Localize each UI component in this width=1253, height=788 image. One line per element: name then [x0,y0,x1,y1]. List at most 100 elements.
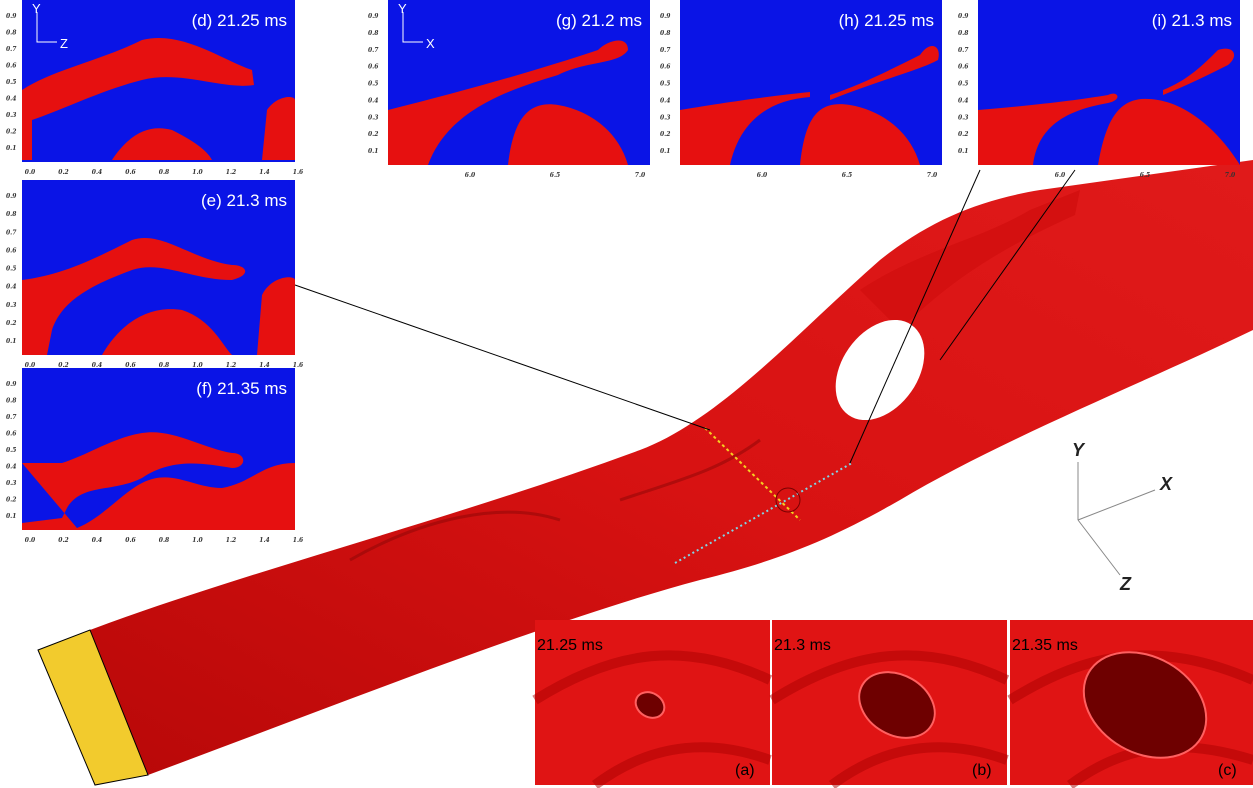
y-tick-label: 0.2 [368,131,378,138]
y-tick-label: 0.2 [958,131,968,138]
y-tick-label: 0.1 [958,148,968,155]
y-tick-label: 0.8 [368,30,379,37]
inset-tag: (a) [735,762,755,779]
y-tick-label: 0.8 [6,30,17,37]
axis-indicator-up: Y [32,1,41,16]
x-tick-label: 7.0 [927,172,938,179]
y-tick-label: 0.2 [6,320,16,327]
panel-label: (e) 21.3 ms [201,191,287,210]
y-tick-label: 0.9 [6,193,17,200]
x-tick-label: 0.2 [58,169,68,176]
panel-label: (h) 21.25 ms [839,11,934,30]
x-tick-label: 0.8 [159,537,170,544]
y-tick-label: 0.6 [6,431,17,438]
y-tick-label: 0.7 [6,229,17,236]
y-tick-label: 0.1 [660,148,670,155]
y-tick-label: 0.9 [660,13,671,20]
axis-indicator-right: X [426,36,435,51]
x-tick-label: 0.2 [58,362,68,369]
x-tick-label: 1.4 [259,537,269,544]
x-tick-label: 0.2 [58,537,68,544]
y-tick-label: 0.7 [6,414,17,421]
inset-time: 21.25 ms [537,637,603,654]
y-tick-label: 0.5 [6,79,16,86]
y-tick-label: 0.3 [368,114,378,121]
x-tick-label: 1.0 [192,537,203,544]
inset-time: 21.3 ms [774,637,831,654]
y-tick-label: 0.4 [660,97,670,104]
y-tick-label: 0.8 [6,398,17,405]
x-tick-label: 0.8 [159,362,170,369]
x-tick-label: 1.6 [293,537,304,544]
y-tick-label: 0.8 [660,30,671,37]
y-tick-label: 0.5 [958,81,968,88]
x-tick-label: 7.0 [1225,172,1236,179]
x-tick-label: 1.4 [259,362,269,369]
x-tick-label: 6.5 [550,172,560,179]
y-tick-label: 0.1 [368,148,378,155]
x-tick-label: 0.6 [125,362,136,369]
panel-label: (i) 21.3 ms [1152,11,1232,30]
axis-label-z: Z [1119,574,1132,594]
x-tick-label: 1.2 [226,169,236,176]
figure: Y X Z (d) 21.25 ms 0.9 0.8 0.7 0.6 0.5 0.4 0.3 0… [0,0,1253,788]
y-tick-label: 0.4 [368,97,378,104]
y-tick-label: 0.1 [6,145,16,152]
x-tick-label: 6.5 [842,172,852,179]
y-tick-label: 0.1 [6,338,16,345]
y-tick-label: 0.5 [6,266,16,273]
y-tick-label: 0.3 [660,114,670,121]
y-tick-label: 0.4 [958,97,968,104]
x-tick-label: 1.0 [192,169,203,176]
x-tick-label: 6.0 [465,172,476,179]
y-tick-label: 0.7 [368,47,379,54]
x-tick-label: 1.6 [293,169,304,176]
y-tick-label: 0.9 [6,13,17,20]
x-tick-label: 7.0 [635,172,646,179]
x-tick-label: 1.6 [293,362,304,369]
x-tick-label: 0.4 [92,362,102,369]
panel-label: (d) 21.25 ms [192,11,287,30]
y-tick-label: 0.1 [6,513,16,520]
axis-indicator-up: Y [398,1,407,16]
x-tick-label: 0.8 [159,169,170,176]
y-tick-label: 0.6 [368,64,379,71]
x-tick-label: 0.6 [125,169,136,176]
y-tick-label: 0.3 [958,114,968,121]
y-tick-label: 0.2 [660,131,670,138]
inset-tag: (b) [972,762,992,779]
axis-label-y: Y [1072,440,1086,460]
x-tick-label: 6.0 [1055,172,1066,179]
y-tick-label: 0.8 [958,30,969,37]
y-tick-label: 0.2 [6,497,16,504]
inset-tag: (c) [1218,762,1237,779]
y-tick-label: 0.5 [6,447,16,454]
y-tick-label: 0.4 [6,284,16,291]
y-tick-label: 0.3 [6,302,16,309]
inset-time: 21.35 ms [1012,637,1078,654]
x-tick-label: 1.2 [226,537,236,544]
axis-indicator-right: Z [60,36,68,51]
x-tick-label: 6.5 [1140,172,1150,179]
axis-z [1078,520,1120,575]
x-tick-label: 0.0 [25,362,36,369]
y-tick-label: 0.9 [958,13,969,20]
y-tick-label: 0.5 [660,81,670,88]
y-tick-label: 0.7 [6,46,17,53]
panel-label: (g) 21.2 ms [556,11,642,30]
x-tick-label: 6.0 [757,172,768,179]
panel-label: (f) 21.35 ms [196,379,287,398]
y-tick-label: 0.3 [6,480,16,487]
x-tick-label: 0.6 [125,537,136,544]
y-tick-label: 0.7 [660,47,671,54]
leader-left [295,285,710,430]
axis-label-x: X [1159,474,1173,494]
y-tick-label: 0.5 [368,81,378,88]
y-tick-label: 0.4 [6,96,16,103]
y-tick-label: 0.4 [6,464,16,471]
x-tick-label: 1.0 [192,362,203,369]
x-tick-label: 1.4 [259,169,269,176]
y-tick-label: 0.6 [660,64,671,71]
y-tick-label: 0.3 [6,112,16,119]
axis-x [1078,490,1155,520]
